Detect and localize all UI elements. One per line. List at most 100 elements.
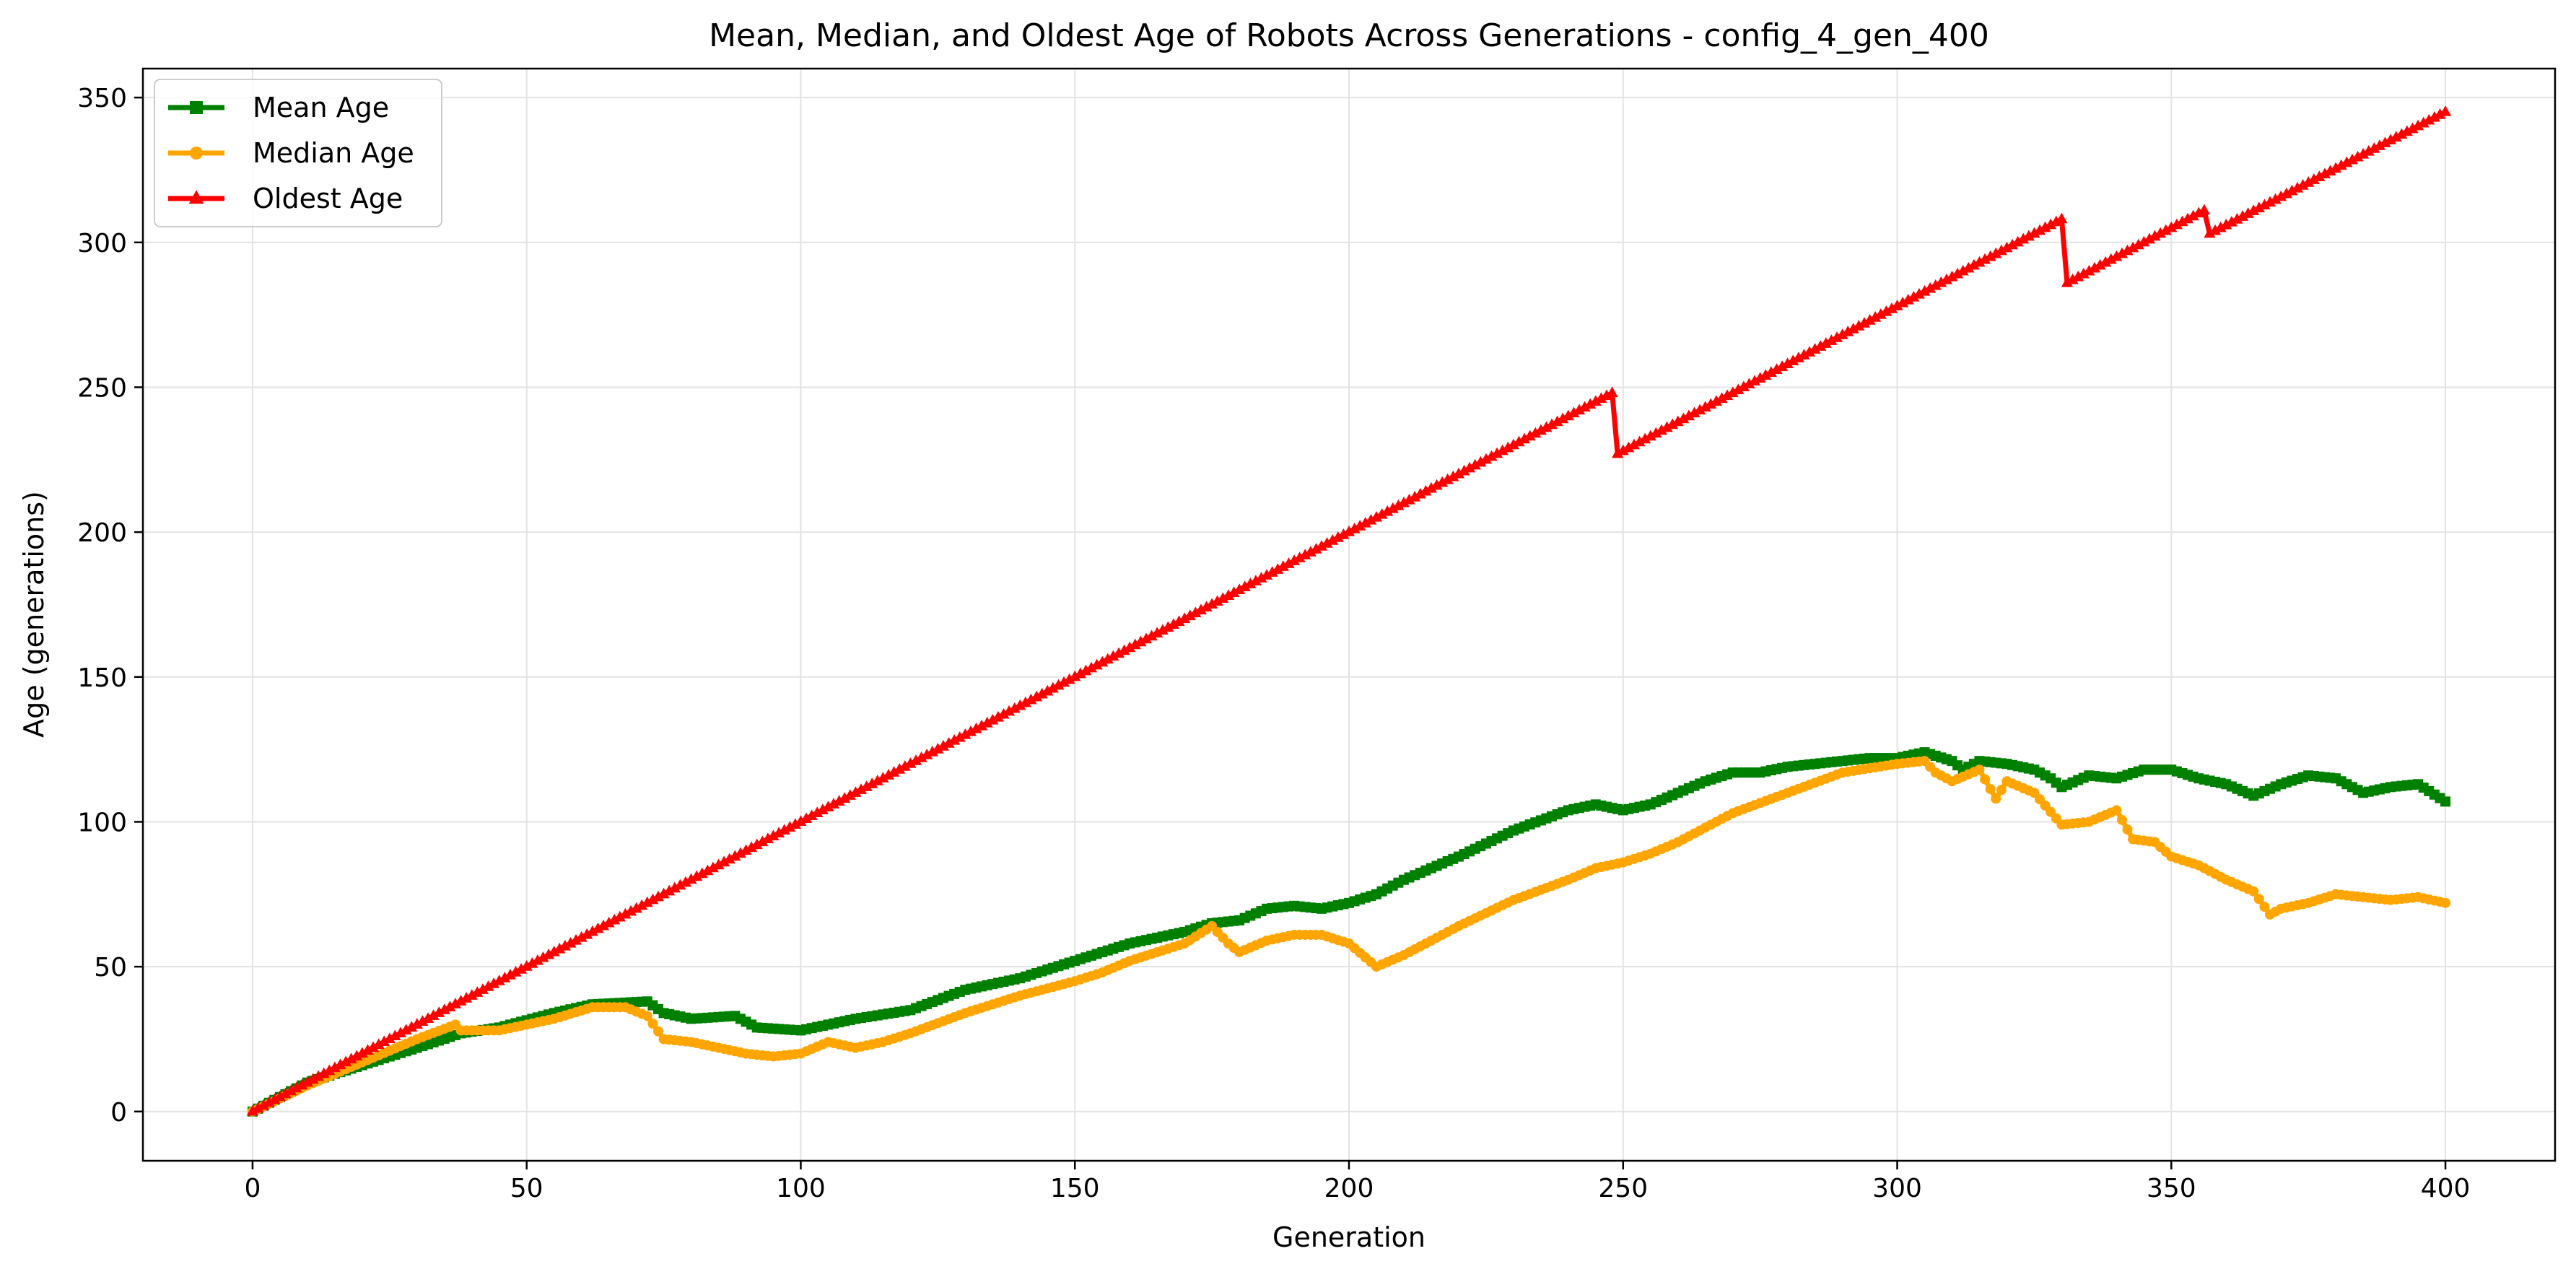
oldest-age-point [2127, 241, 2139, 253]
oldest-age-point [406, 1021, 418, 1032]
oldest-age-point [1244, 578, 1257, 588]
oldest-age-point [323, 1064, 336, 1076]
oldest-age-point [822, 801, 834, 811]
oldest-age-point [691, 870, 703, 881]
x-tick-label: 100 [776, 1174, 826, 1203]
oldest-age-point [1266, 566, 1278, 577]
oldest-age-point [2280, 187, 2292, 199]
y-tick-label: 50 [94, 953, 127, 982]
oldest-age-point [1096, 655, 1109, 667]
oldest-age-point [1239, 580, 1251, 591]
oldest-age-point [2346, 153, 2359, 165]
oldest-age-point [1441, 473, 1454, 484]
oldest-age-point [559, 939, 571, 951]
oldest-age-point [1403, 493, 1415, 505]
oldest-age-point [1370, 510, 1383, 522]
oldest-age-point [1737, 380, 1750, 392]
oldest-age-point [1990, 247, 2002, 258]
oldest-age-point [1431, 479, 1443, 490]
oldest-age-point [1452, 467, 1464, 479]
oldest-age-point [899, 760, 911, 771]
oldest-age-point [1057, 676, 1070, 687]
oldest-age-point [318, 1067, 330, 1078]
oldest-age-point [1984, 250, 1996, 261]
oldest-age-point [2417, 116, 2429, 128]
oldest-age-point [1211, 595, 1223, 606]
oldest-age-point [784, 821, 796, 832]
oldest-age-point [805, 809, 818, 821]
oldest-age-point [1124, 641, 1136, 653]
oldest-age-point [471, 986, 484, 997]
oldest-age-point [844, 789, 856, 800]
oldest-age-point [1014, 699, 1026, 710]
oldest-age-point [1913, 287, 1925, 299]
y-tick-label: 350 [77, 84, 127, 113]
oldest-age-point [1902, 293, 1914, 305]
oldest-age-point [1979, 253, 1991, 264]
oldest-age-point [1721, 389, 1734, 401]
oldest-age-point [2335, 159, 2347, 170]
y-tick-label: 300 [77, 229, 127, 258]
oldest-age-point [1475, 456, 1487, 467]
oldest-age-point [1606, 386, 1618, 398]
oldest-age-point [712, 858, 725, 870]
oldest-age-point [1409, 490, 1421, 502]
x-tick-label: 350 [2147, 1174, 2196, 1203]
oldest-age-point [1595, 392, 1607, 404]
oldest-age-point [641, 896, 653, 907]
oldest-age-point [2237, 210, 2249, 221]
oldest-age-point [1162, 621, 1174, 632]
oldest-age-point [581, 928, 593, 939]
oldest-age-point [564, 936, 577, 948]
oldest-age-point [1968, 258, 1980, 270]
oldest-age-point [630, 902, 642, 913]
oldest-age-point [1107, 650, 1119, 661]
oldest-age-point [1918, 284, 1931, 296]
oldest-age-point [2110, 250, 2123, 261]
oldest-age-point [970, 722, 982, 733]
oldest-age-point [1513, 435, 1525, 447]
oldest-age-point [1792, 352, 1804, 362]
oldest-age-point [2012, 235, 2024, 247]
x-tick-label: 150 [1050, 1174, 1100, 1203]
oldest-age-point [1962, 261, 1975, 273]
oldest-age-point [1101, 653, 1114, 664]
oldest-age-point [2116, 247, 2129, 258]
series-layer [246, 105, 2452, 1117]
oldest-age-point [543, 948, 555, 959]
oldest-age-point [2220, 218, 2232, 230]
oldest-age-point [1485, 450, 1498, 461]
y-tick-label: 150 [77, 663, 127, 693]
oldest-age-point [515, 963, 528, 974]
oldest-age-point [2275, 190, 2287, 201]
median-age-point [1980, 774, 1991, 785]
y-axis-ticks: 0 50 100 150 200 250 300 350 [77, 84, 143, 1128]
oldest-age-point [427, 1009, 440, 1020]
oldest-age-point [1167, 618, 1179, 629]
oldest-age-point [751, 838, 763, 850]
median-age-point [2440, 897, 2451, 908]
oldest-age-point [569, 933, 582, 945]
legend-swatch-marker [190, 101, 203, 114]
oldest-age-point [1135, 635, 1147, 647]
oldest-age-point [1436, 476, 1449, 487]
oldest-age-point [816, 803, 829, 814]
oldest-age-point [1179, 612, 1191, 624]
oldest-age-point [761, 832, 774, 844]
oldest-age-point [1798, 349, 1810, 359]
oldest-age-point [1623, 441, 1635, 453]
oldest-age-point [1342, 526, 1355, 536]
oldest-age-point [1853, 320, 1865, 331]
oldest-age-point [756, 835, 769, 847]
y-tick-label: 0 [110, 1098, 127, 1128]
oldest-age-point [1069, 670, 1081, 681]
oldest-age-point [2154, 227, 2167, 238]
oldest-age-point [1129, 638, 1141, 650]
oldest-age-point [734, 847, 746, 858]
oldest-age-point [2165, 221, 2178, 232]
oldest-age-point [1891, 299, 1903, 310]
oldest-age-point [2094, 258, 2106, 270]
oldest-age-point [915, 751, 927, 762]
oldest-age-point [2176, 215, 2188, 227]
oldest-age-point [1008, 702, 1021, 713]
